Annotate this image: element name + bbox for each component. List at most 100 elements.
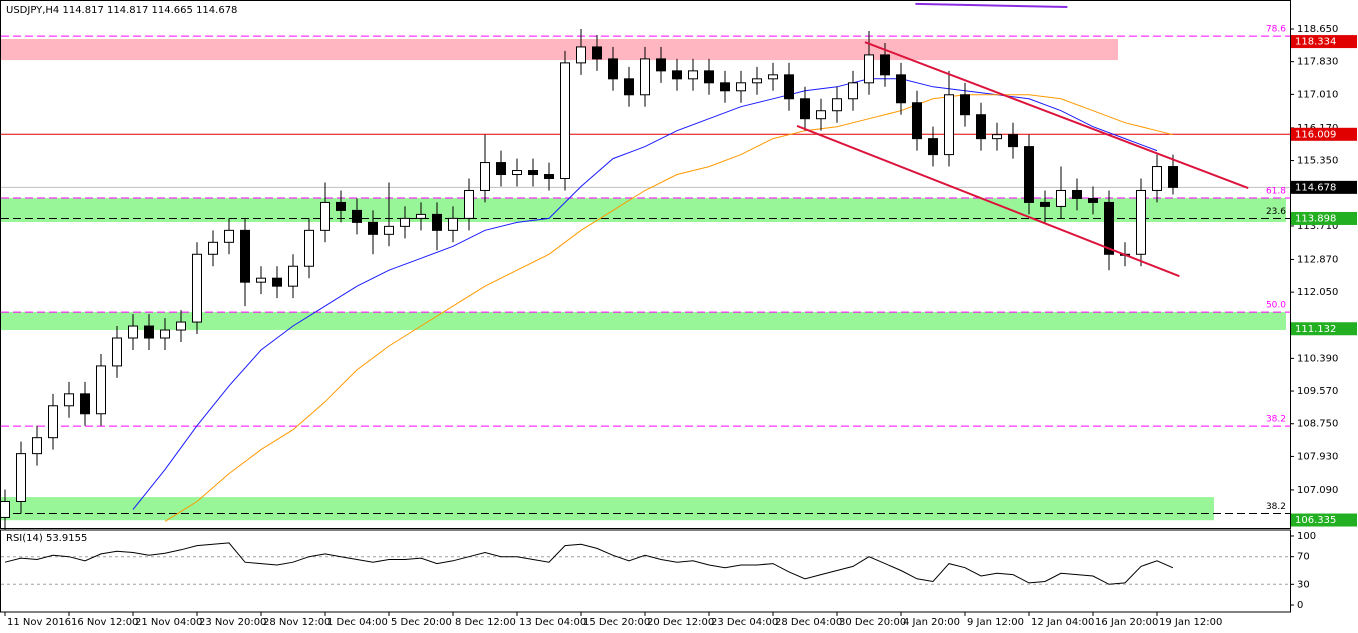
price-box-label: 116.009	[1295, 129, 1336, 140]
y-tick-label: 107.090	[1297, 485, 1338, 496]
zone	[1, 497, 1214, 521]
y-tick-label: 109.570	[1297, 386, 1338, 397]
y-tick-label: 107.930	[1297, 451, 1338, 462]
candle-body	[32, 437, 42, 455]
candle-body	[352, 209, 362, 223]
candle-body	[624, 78, 634, 96]
trend-line	[915, 2, 1068, 9]
candle-body	[16, 453, 26, 502]
candle-body	[256, 277, 266, 283]
zone	[1, 38, 1118, 61]
price-box	[1291, 211, 1357, 225]
candle-body	[736, 82, 746, 92]
candle-body	[960, 94, 970, 116]
candle-body	[480, 162, 490, 191]
candle-body	[368, 221, 378, 235]
candle-body	[1136, 189, 1146, 255]
y-tick-label: 110.390	[1297, 353, 1338, 364]
candle-body	[144, 325, 154, 339]
rsi-title: RSI(14) 53.9155	[6, 533, 87, 544]
x-tick-label: 30 Dec 20:00	[839, 617, 906, 628]
x-tick-label: 1 Dec 04:00	[327, 617, 388, 628]
candle-body	[656, 58, 666, 72]
candle-body	[608, 58, 618, 80]
candle-body	[464, 189, 474, 219]
trend-line	[796, 124, 1180, 278]
candle-body	[176, 321, 186, 331]
candle-body	[448, 217, 458, 231]
chart-title: USDJPY,H4 114.817 114.817 114.665 114.67…	[6, 5, 237, 16]
candle-body	[1008, 134, 1018, 148]
zone	[1, 312, 1286, 331]
candle-body	[336, 201, 346, 211]
candle-body	[48, 405, 58, 439]
x-tick-label: 13 Dec 04:00	[519, 617, 586, 628]
x-tick-label: 21 Nov 04:00	[135, 617, 202, 628]
candle-body	[992, 134, 1002, 140]
candle-body	[80, 393, 90, 415]
price-box-label: 111.132	[1295, 324, 1336, 335]
candle-body	[224, 229, 234, 243]
moving-average	[132, 78, 1158, 510]
candle-body	[704, 70, 714, 84]
x-tick-label: 8 Dec 12:00	[455, 617, 516, 628]
candle-body	[1024, 146, 1034, 203]
candle-body	[944, 94, 954, 156]
x-tick-label: 9 Jan 12:00	[967, 617, 1024, 628]
candle-body	[640, 58, 650, 96]
candle-body	[720, 82, 730, 92]
candle-body	[544, 174, 554, 180]
candle-body	[800, 98, 810, 120]
candle-body	[112, 337, 122, 367]
candle-body	[496, 162, 506, 176]
y-tick-label: 112.870	[1297, 254, 1338, 265]
price-box	[1291, 513, 1357, 527]
candle-body	[432, 213, 442, 231]
candle-body	[96, 365, 106, 415]
x-tick-label: 16 Jan 20:00	[1095, 617, 1158, 628]
x-tick-label: 23 Nov 20:00	[199, 617, 266, 628]
candle-body	[320, 201, 330, 231]
candle-body	[1152, 166, 1162, 191]
candle-body	[1168, 166, 1178, 188]
level-label: 50.0	[1266, 301, 1286, 311]
price-box-label: 114.678	[1295, 182, 1336, 193]
level-label: 23.6	[1266, 207, 1286, 217]
candle-body	[864, 54, 874, 84]
candle-body	[848, 82, 858, 100]
x-tick-label: 23 Dec 04:00	[711, 617, 778, 628]
x-tick-label: 5 Dec 20:00	[391, 617, 452, 628]
price-box-label: 118.334	[1295, 37, 1336, 48]
level-label: 38.2	[1266, 415, 1286, 425]
candle-body	[784, 74, 794, 100]
x-tick-label: 16 Nov 12:00	[71, 617, 138, 628]
candle-body	[1072, 189, 1082, 199]
candle-body	[832, 98, 842, 112]
candle-body	[128, 325, 138, 339]
price-box	[1291, 180, 1357, 194]
y-tick-label: 112.050	[1297, 287, 1338, 298]
candle-body	[816, 110, 826, 120]
y-tick-label: 118.650	[1297, 24, 1338, 35]
x-tick-label: 28 Nov 12:00	[263, 617, 330, 628]
y-tick-label: 0	[1297, 600, 1303, 611]
candle-body	[928, 138, 938, 156]
x-tick-label: 19 Jan 12:00	[1159, 617, 1222, 628]
x-tick-label: 11 Nov 2016	[7, 617, 71, 628]
y-tick-label: 100	[1297, 531, 1316, 542]
candle-body	[752, 78, 762, 84]
plot-frame	[0, 0, 1291, 529]
candle-body	[288, 265, 298, 287]
trend-line	[864, 41, 1249, 190]
candle-body	[416, 213, 426, 219]
price-box-label: 113.898	[1295, 213, 1336, 224]
y-tick-label: 113.710	[1297, 221, 1338, 232]
x-tick-label: 20 Dec 12:00	[647, 617, 714, 628]
candle-body	[1088, 197, 1098, 203]
candle-body	[272, 277, 282, 287]
candle-body	[400, 217, 410, 227]
candle-body	[912, 102, 922, 140]
candle-body	[240, 229, 250, 283]
candle-body	[592, 46, 602, 60]
